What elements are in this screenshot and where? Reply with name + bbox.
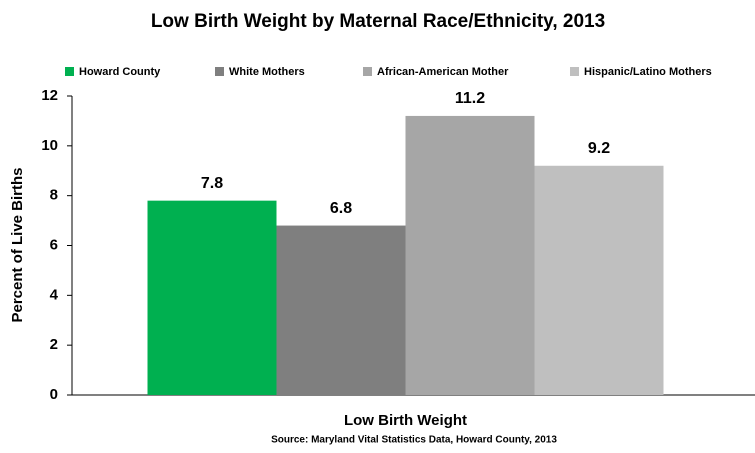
legend-swatch: [65, 67, 74, 76]
y-tick-label: 6: [50, 236, 58, 253]
data-label: 7.8: [201, 175, 223, 192]
y-tick-label: 0: [50, 386, 58, 403]
legend-swatch: [215, 67, 224, 76]
legend-swatch: [363, 67, 372, 76]
legend-label: Hispanic/Latino Mothers: [584, 66, 712, 78]
data-label: 6.8: [330, 200, 352, 217]
data-label: 9.2: [588, 140, 610, 157]
bar: [534, 165, 664, 395]
bar: [147, 200, 277, 395]
chart-title: Low Birth Weight by Maternal Race/Ethnic…: [151, 11, 605, 32]
y-tick-label: 2: [50, 336, 58, 353]
source-note: Source: Maryland Vital Statistics Data, …: [271, 435, 557, 446]
bar: [405, 115, 535, 395]
y-tick-label: 8: [50, 187, 58, 204]
y-tick-label: 4: [50, 286, 59, 303]
y-tick-label: 12: [41, 87, 58, 104]
legend-label: White Mothers: [229, 66, 305, 78]
legend-label: Howard County: [79, 66, 161, 78]
y-tick-label: 10: [41, 137, 58, 154]
data-label: 11.2: [455, 90, 485, 107]
legend-swatch: [570, 67, 579, 76]
bar: [276, 225, 406, 395]
y-axis-label: Percent of Live Births: [9, 167, 26, 322]
x-tick-label: Low Birth Weight: [344, 412, 467, 429]
legend-label: African-American Mother: [377, 66, 509, 78]
